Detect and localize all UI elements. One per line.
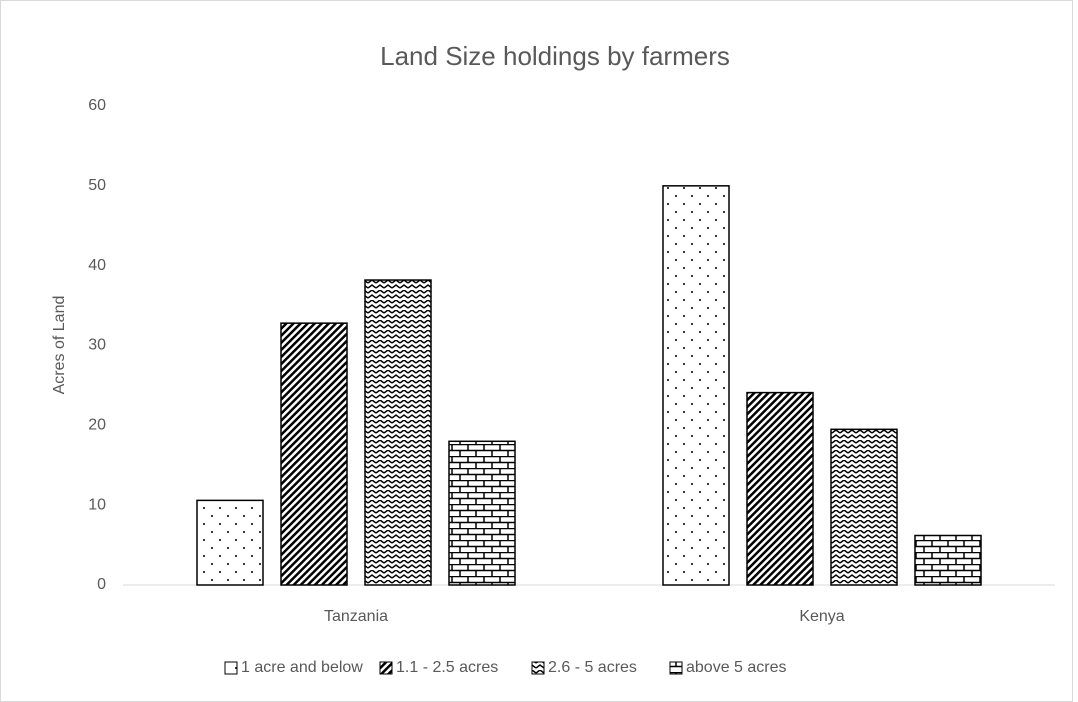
legend-swatch [531,661,545,675]
y-tick-label: 0 [97,576,106,593]
legend-swatch [379,661,393,675]
bar [196,499,264,586]
bar [914,534,982,586]
bar [280,322,348,586]
bar [448,440,516,586]
legend-label: 2.6 - 5 acres [548,659,637,676]
y-tick-label: 50 [88,177,106,194]
y-tick-label: 60 [88,97,106,114]
legend-label: 1 acre and below [241,659,363,676]
bar [830,428,898,586]
x-tick-label: Tanzania [324,608,388,625]
bar [746,391,814,586]
y-axis-label: Acres of Land [51,296,68,395]
y-tick-label: 10 [88,496,106,513]
legend-label: 1.1 - 2.5 acres [396,659,498,676]
x-tick-label: Kenya [799,608,844,625]
y-tick-label: 30 [88,337,106,354]
y-tick-label: 20 [88,417,106,434]
bar [662,185,730,586]
legend-swatch [669,661,683,675]
legend-swatch [224,661,238,675]
legend-label: above 5 acres [686,659,787,676]
chart-title: Land Size holdings by farmers [380,41,730,71]
y-tick-label: 40 [88,257,106,274]
bar [364,279,432,586]
